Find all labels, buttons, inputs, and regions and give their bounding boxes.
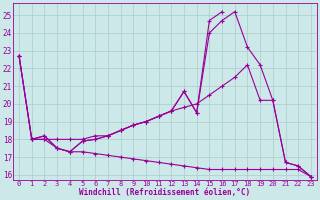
X-axis label: Windchill (Refroidissement éolien,°C): Windchill (Refroidissement éolien,°C) bbox=[79, 188, 251, 197]
